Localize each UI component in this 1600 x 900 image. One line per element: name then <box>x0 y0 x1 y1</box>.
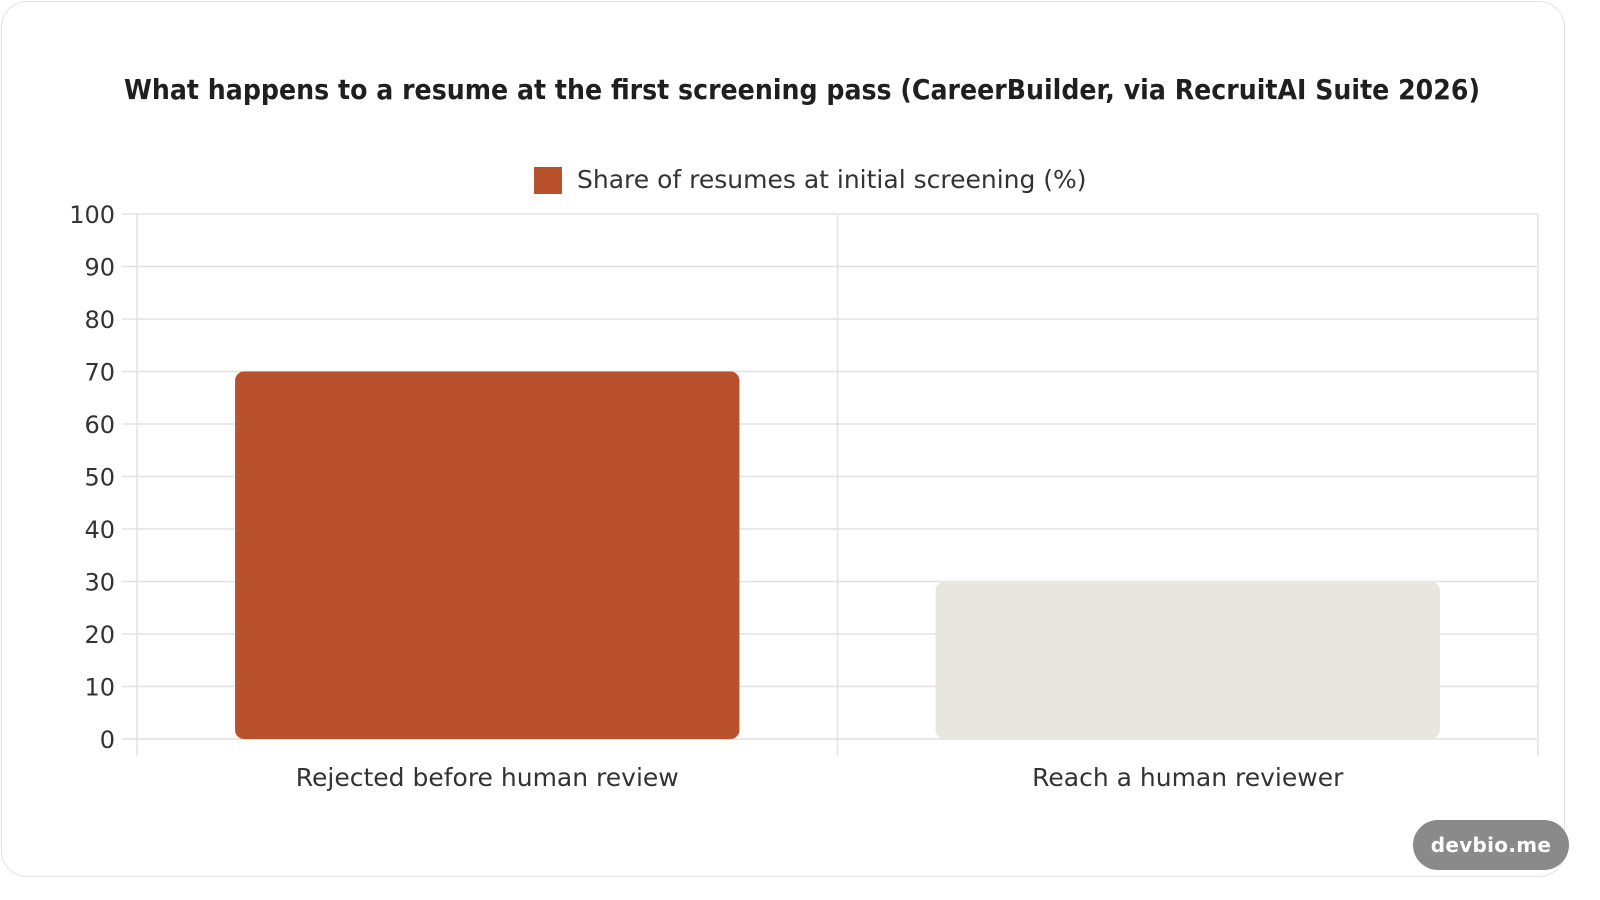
y-tick-label: 0 <box>100 726 115 754</box>
y-tick-label: 10 <box>84 674 115 702</box>
watermark-badge[interactable]: devbio.me <box>1413 820 1569 870</box>
legend-label: Share of resumes at initial screening (%… <box>577 165 1087 194</box>
y-tick-label: 80 <box>84 306 115 334</box>
y-tick-label: 30 <box>84 569 115 597</box>
chart-card: What happens to a resume at the first sc… <box>1 1 1569 877</box>
y-tick-label: 40 <box>84 516 115 544</box>
y-tick-label: 70 <box>84 359 115 387</box>
y-tick-label: 20 <box>84 621 115 649</box>
x-axis-labels: Rejected before human review Reach a huma… <box>296 763 1344 792</box>
y-tick-label: 60 <box>84 411 115 439</box>
bar-2[interactable] <box>935 581 1440 740</box>
y-axis-ticks: 0 10 20 30 40 50 60 70 80 90 100 <box>69 201 115 754</box>
y-tick-label: 50 <box>84 464 115 492</box>
chart-legend: Share of resumes at initial screening (%… <box>534 165 1087 194</box>
y-tick-label: 100 <box>69 201 115 229</box>
bars <box>235 371 1440 740</box>
x-tick-label: Reach a human reviewer <box>1032 763 1344 792</box>
chart-title: What happens to a resume at the first sc… <box>124 73 1480 106</box>
y-tick-label: 90 <box>84 254 115 282</box>
bar-1[interactable] <box>235 371 740 740</box>
legend-swatch <box>534 167 562 194</box>
x-tick-label: Rejected before human review <box>296 763 679 792</box>
